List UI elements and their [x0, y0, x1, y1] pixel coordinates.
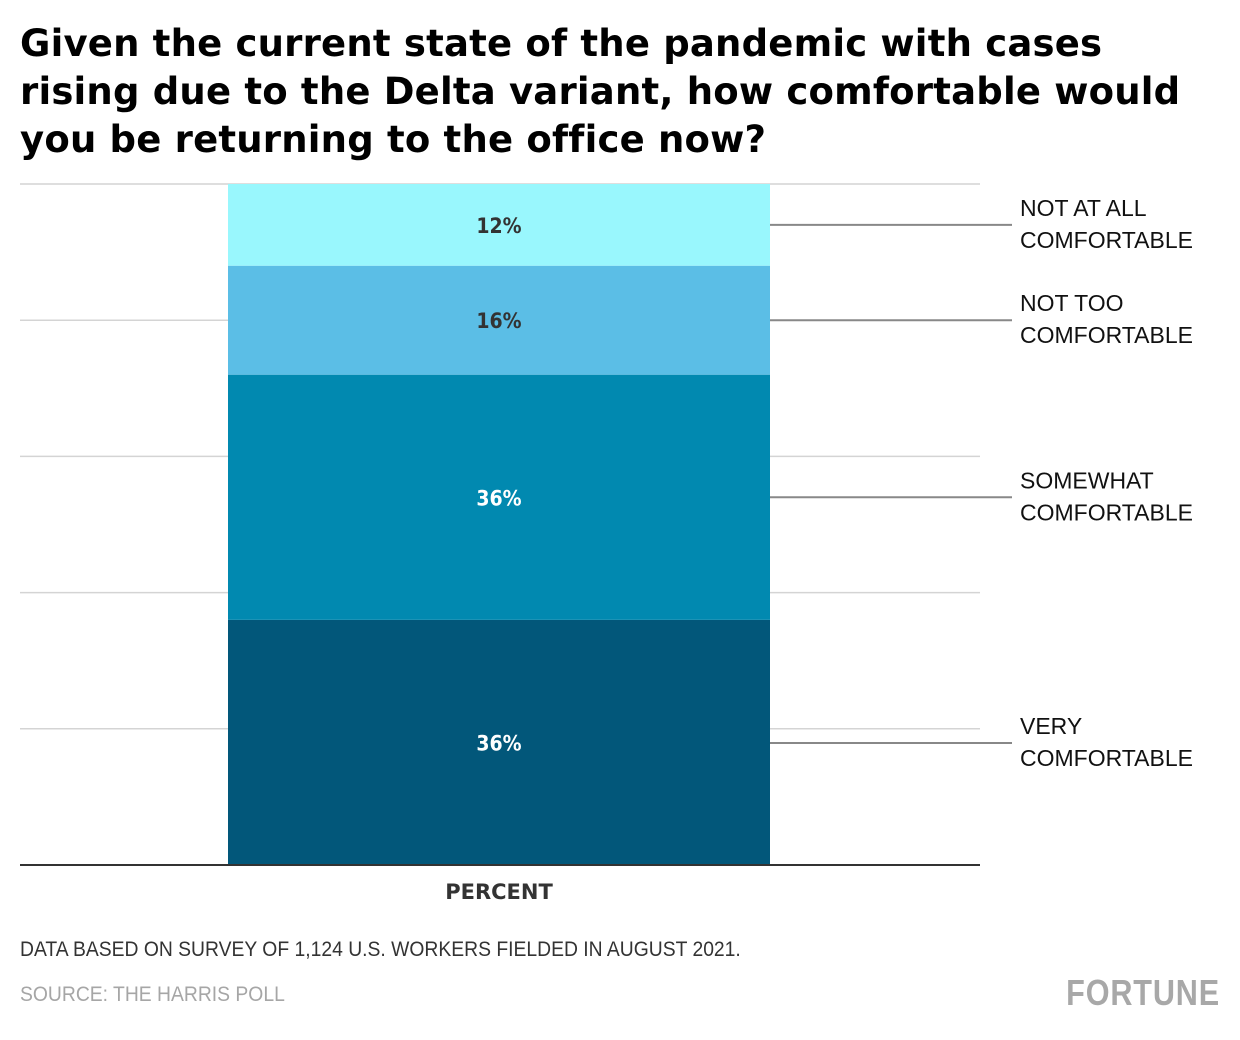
- category-labels: VERY COMFORTABLE SOMEWHAT COMFORTABLE NOT TO…: [1020, 195, 1193, 771]
- bar-segment-not-at-all-comfortable: [228, 184, 770, 266]
- data-label-not-at-all-comfortable: 12%: [476, 214, 521, 238]
- x-axis-label: PERCENT: [445, 880, 553, 904]
- category-label-not-too-comfortable: NOT TOO COMFORTABLE: [1020, 290, 1193, 348]
- data-label-somewhat-comfortable: 36%: [476, 486, 521, 510]
- category-label-somewhat-comfortable: SOMEWHAT COMFORTABLE: [1020, 467, 1193, 525]
- bar-segment-not-too-comfortable: [228, 265, 770, 375]
- data-label-very-comfortable: 36%: [476, 731, 521, 755]
- category-label-very-comfortable: VERY COMFORTABLE: [1020, 713, 1193, 771]
- source-note: SOURCE: THE HARRIS POLL: [20, 983, 285, 1006]
- footnote: DATA BASED ON SURVEY OF 1,124 U.S. WORKE…: [20, 938, 741, 961]
- category-label-not-at-all-comfortable: NOT AT ALL COMFORTABLE: [1020, 195, 1193, 253]
- leader-lines: [770, 223, 1012, 744]
- data-label-not-too-comfortable: 16%: [476, 309, 521, 333]
- fortune-logo: FORTUNE: [1066, 972, 1220, 1013]
- bar-segments: 36% 36% 16% 12%: [228, 184, 770, 865]
- bar-segment-very-comfortable: [228, 619, 770, 865]
- bar-segment-somewhat-comfortable: [228, 374, 770, 620]
- chart-title: Given the current state of the pandemic …: [20, 22, 1181, 161]
